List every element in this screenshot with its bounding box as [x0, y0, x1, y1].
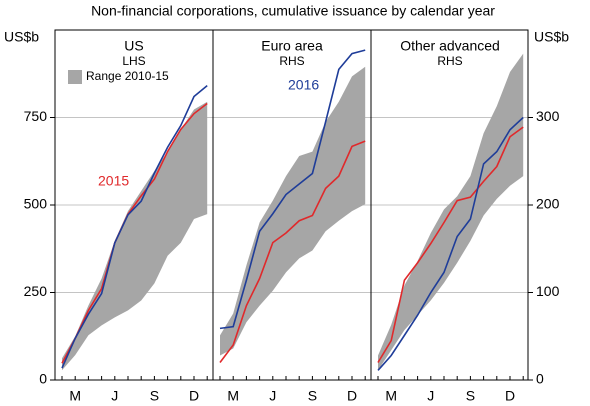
x-tick-label: J — [111, 388, 118, 404]
x-tick-label: J — [427, 388, 434, 404]
series-label: 2016 — [288, 77, 319, 93]
x-tick-label: M — [227, 388, 239, 404]
series-line — [219, 140, 366, 363]
series-line — [61, 102, 208, 364]
y-tick-label: 500 — [24, 196, 48, 212]
panel-title: Euro area — [261, 38, 323, 54]
y2-axis-label: US$b — [534, 29, 569, 45]
series-line — [377, 126, 524, 363]
chart-subtitle: Non-financial corporations, cumulative i… — [91, 3, 495, 19]
y-tick-label: 250 — [24, 283, 48, 299]
x-tick-label: D — [347, 388, 357, 404]
y-tick-label: 0 — [39, 371, 47, 387]
x-tick-label: S — [466, 388, 475, 404]
plot-frame — [54, 29, 529, 381]
y2-tick-label: 100 — [536, 283, 560, 299]
panel-subtitle: RHS — [437, 54, 462, 68]
panel-subtitle: LHS — [122, 54, 145, 68]
range-area — [62, 101, 208, 371]
x-tick-label: S — [308, 388, 317, 404]
series-line — [219, 49, 366, 330]
x-tick-label: J — [269, 388, 276, 404]
x-tick-label: M — [69, 388, 81, 404]
x-tick-label: D — [189, 388, 199, 404]
panel-subtitle: RHS — [279, 54, 304, 68]
series-label: 2015 — [98, 173, 129, 189]
x-tick-label: D — [505, 388, 515, 404]
x-tick-label: S — [150, 388, 159, 404]
panel-title: Other advanced — [400, 38, 500, 54]
legend-label: Range 2010-15 — [86, 69, 169, 83]
range-area — [220, 66, 366, 356]
panel-title: US — [124, 38, 143, 54]
legend-swatch — [68, 70, 82, 84]
y2-tick-label: 300 — [536, 108, 560, 124]
y2-tick-label: 200 — [536, 196, 560, 212]
y2-tick-label: 0 — [536, 371, 544, 387]
y-axis-label: US$b — [4, 29, 39, 45]
series-line — [61, 85, 208, 369]
y-tick-label: 750 — [24, 108, 48, 124]
x-tick-label: M — [385, 388, 397, 404]
series-line — [377, 116, 524, 371]
